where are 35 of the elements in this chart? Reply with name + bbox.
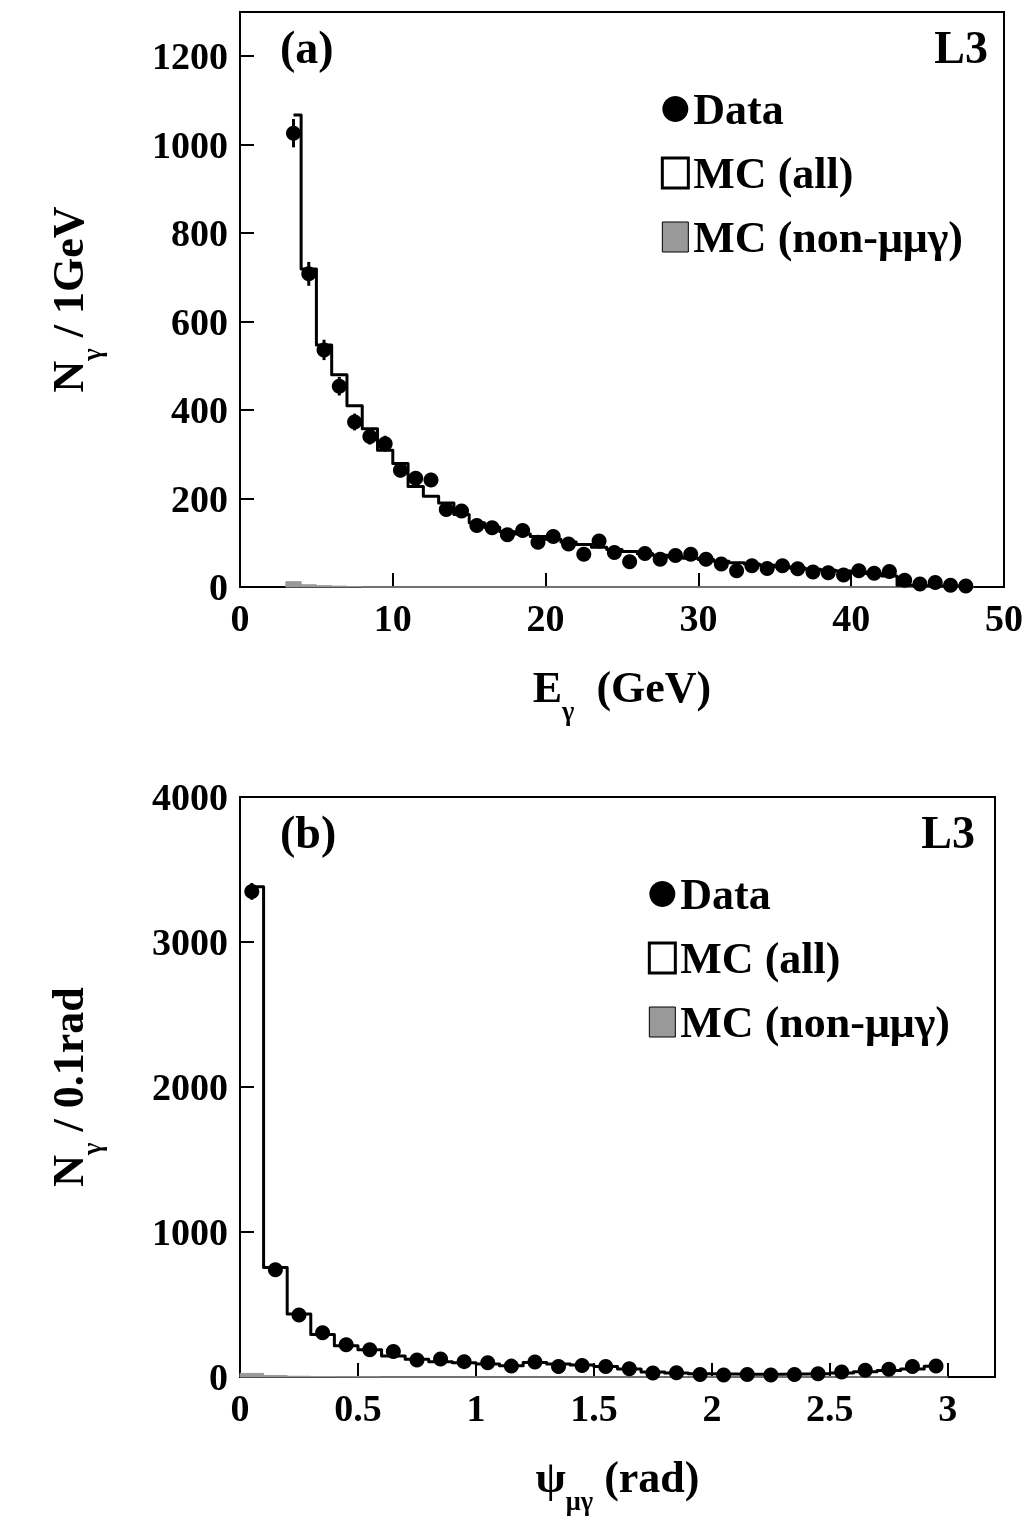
y-tick-label: 3000 <box>152 921 228 963</box>
x-tick-label: 50 <box>985 597 1023 639</box>
x-tick-label: 10 <box>373 597 412 639</box>
y-axis-title: Nγ / 1GeV <box>43 206 108 393</box>
legend-label: MC (non-μμγ) <box>693 212 963 262</box>
x-tick-label: 30 <box>679 597 718 639</box>
x-tick-label: 2.5 <box>806 1387 854 1429</box>
annotation: (b) <box>280 806 337 858</box>
y-tick-label: 4000 <box>152 776 228 818</box>
x-tick-label: 2 <box>702 1387 722 1429</box>
annotation: L3 <box>921 806 976 858</box>
legend-label: Data <box>693 84 784 134</box>
y-tick-label: 400 <box>171 389 228 432</box>
annotation: L3 <box>934 21 989 73</box>
y-tick-label: 200 <box>171 477 228 520</box>
x-tick-label: 0.5 <box>334 1387 382 1429</box>
y-tick-label: 1200 <box>152 35 228 78</box>
legend-label: MC (non-μμγ) <box>680 997 950 1047</box>
legend-label: Data <box>680 869 771 919</box>
x-tick-label: 20 <box>526 597 565 639</box>
legend-label: MC (all) <box>693 148 854 198</box>
x-tick-label: 3 <box>938 1387 958 1429</box>
y-tick-label: 600 <box>171 300 228 343</box>
y-tick-label: 1000 <box>152 1211 228 1253</box>
legend-label: MC (all) <box>680 933 841 983</box>
y-tick-label: 0 <box>209 566 228 608</box>
y-tick-label: 800 <box>171 212 228 255</box>
y-tick-label: 2000 <box>152 1066 228 1108</box>
x-tick-label: 1.5 <box>570 1387 618 1429</box>
x-tick-label: 40 <box>832 597 871 639</box>
y-tick-label: 1000 <box>152 123 228 166</box>
x-tick-label: 1 <box>466 1387 486 1429</box>
y-tick-label: 0 <box>209 1356 228 1398</box>
annotation: (a) <box>280 21 334 73</box>
y-axis-title: Nγ / 0.1rad <box>43 987 108 1187</box>
